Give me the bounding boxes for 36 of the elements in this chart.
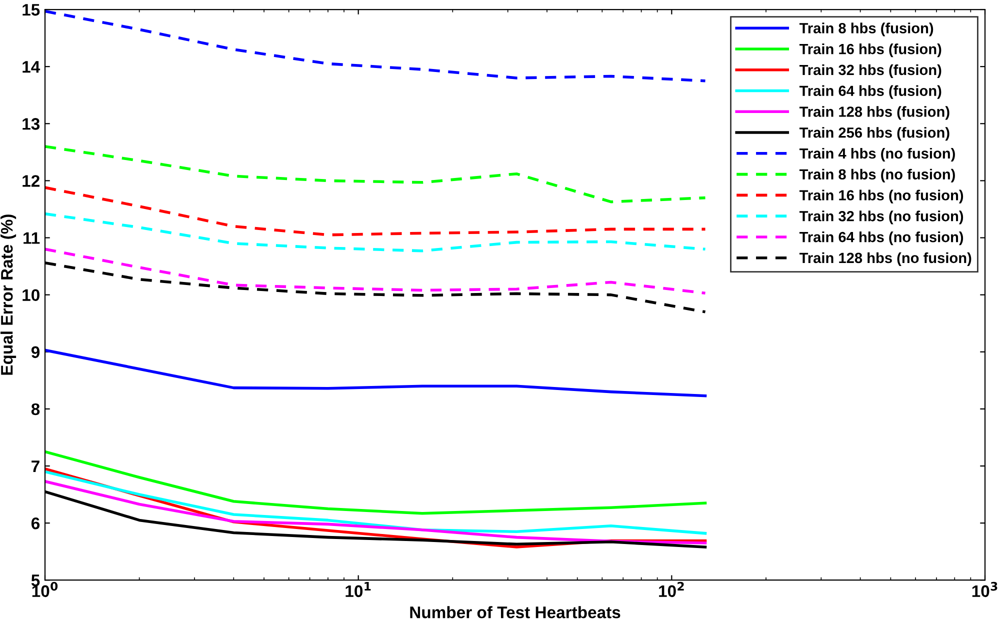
legend-label: Train 32 hbs (fusion) (799, 64, 942, 78)
y-tick-label: 14 (22, 61, 40, 73)
y-tick-label: 8 (31, 403, 40, 416)
legend-label: Train 64 hbs (fusion) (799, 85, 942, 99)
x-tick-label: 10$^{1}$ (346, 582, 371, 598)
legend-label: Train 128 hbs (fusion) (799, 106, 950, 120)
y-tick-label: 11 (24, 232, 40, 244)
y-tick-label: 12 (22, 175, 40, 187)
legend-label: Train 16 hbs (no fusion) (799, 190, 964, 204)
x-axis-title: Number of Test Heartbeats (410, 606, 620, 618)
x-tick-label: 10$^{3}$ (972, 582, 998, 598)
line-series (45, 470, 707, 535)
line-series (45, 10, 707, 82)
line-series (45, 145, 707, 204)
y-tick-label: 9 (31, 346, 40, 358)
legend-label: Train 256 hbs (fusion) (799, 127, 950, 141)
line-series (45, 480, 707, 544)
line-series (45, 248, 707, 294)
y-tick-label: 13 (22, 118, 40, 130)
line-series (45, 348, 707, 398)
legend-label: Train 8 hbs (fusion) (799, 22, 934, 36)
legend-label: Train 16 hbs (fusion) (799, 44, 942, 58)
legend-label: Train 32 hbs (no fusion) (799, 210, 964, 224)
legend-label: Train 64 hbs (no fusion) (799, 231, 964, 246)
line-series (45, 450, 707, 515)
y-tick-label: 10 (22, 289, 40, 302)
y-tick-label: 7 (32, 460, 40, 472)
legend-label: Train 8 hbs (no fusion) (799, 168, 955, 182)
y-axis-title: Equal Error Rate (%) (0, 214, 16, 375)
legend-label: Train 128 hbs (no fusion) (799, 252, 972, 266)
line-series (45, 212, 707, 252)
line-series (45, 186, 707, 236)
legend-label: Train 4 hbs (no fusion) (799, 148, 955, 162)
y-tick-label: 6 (31, 517, 40, 530)
x-tick-label: 10$^{2}$ (659, 582, 684, 598)
y-tick-label: 15 (22, 4, 40, 16)
